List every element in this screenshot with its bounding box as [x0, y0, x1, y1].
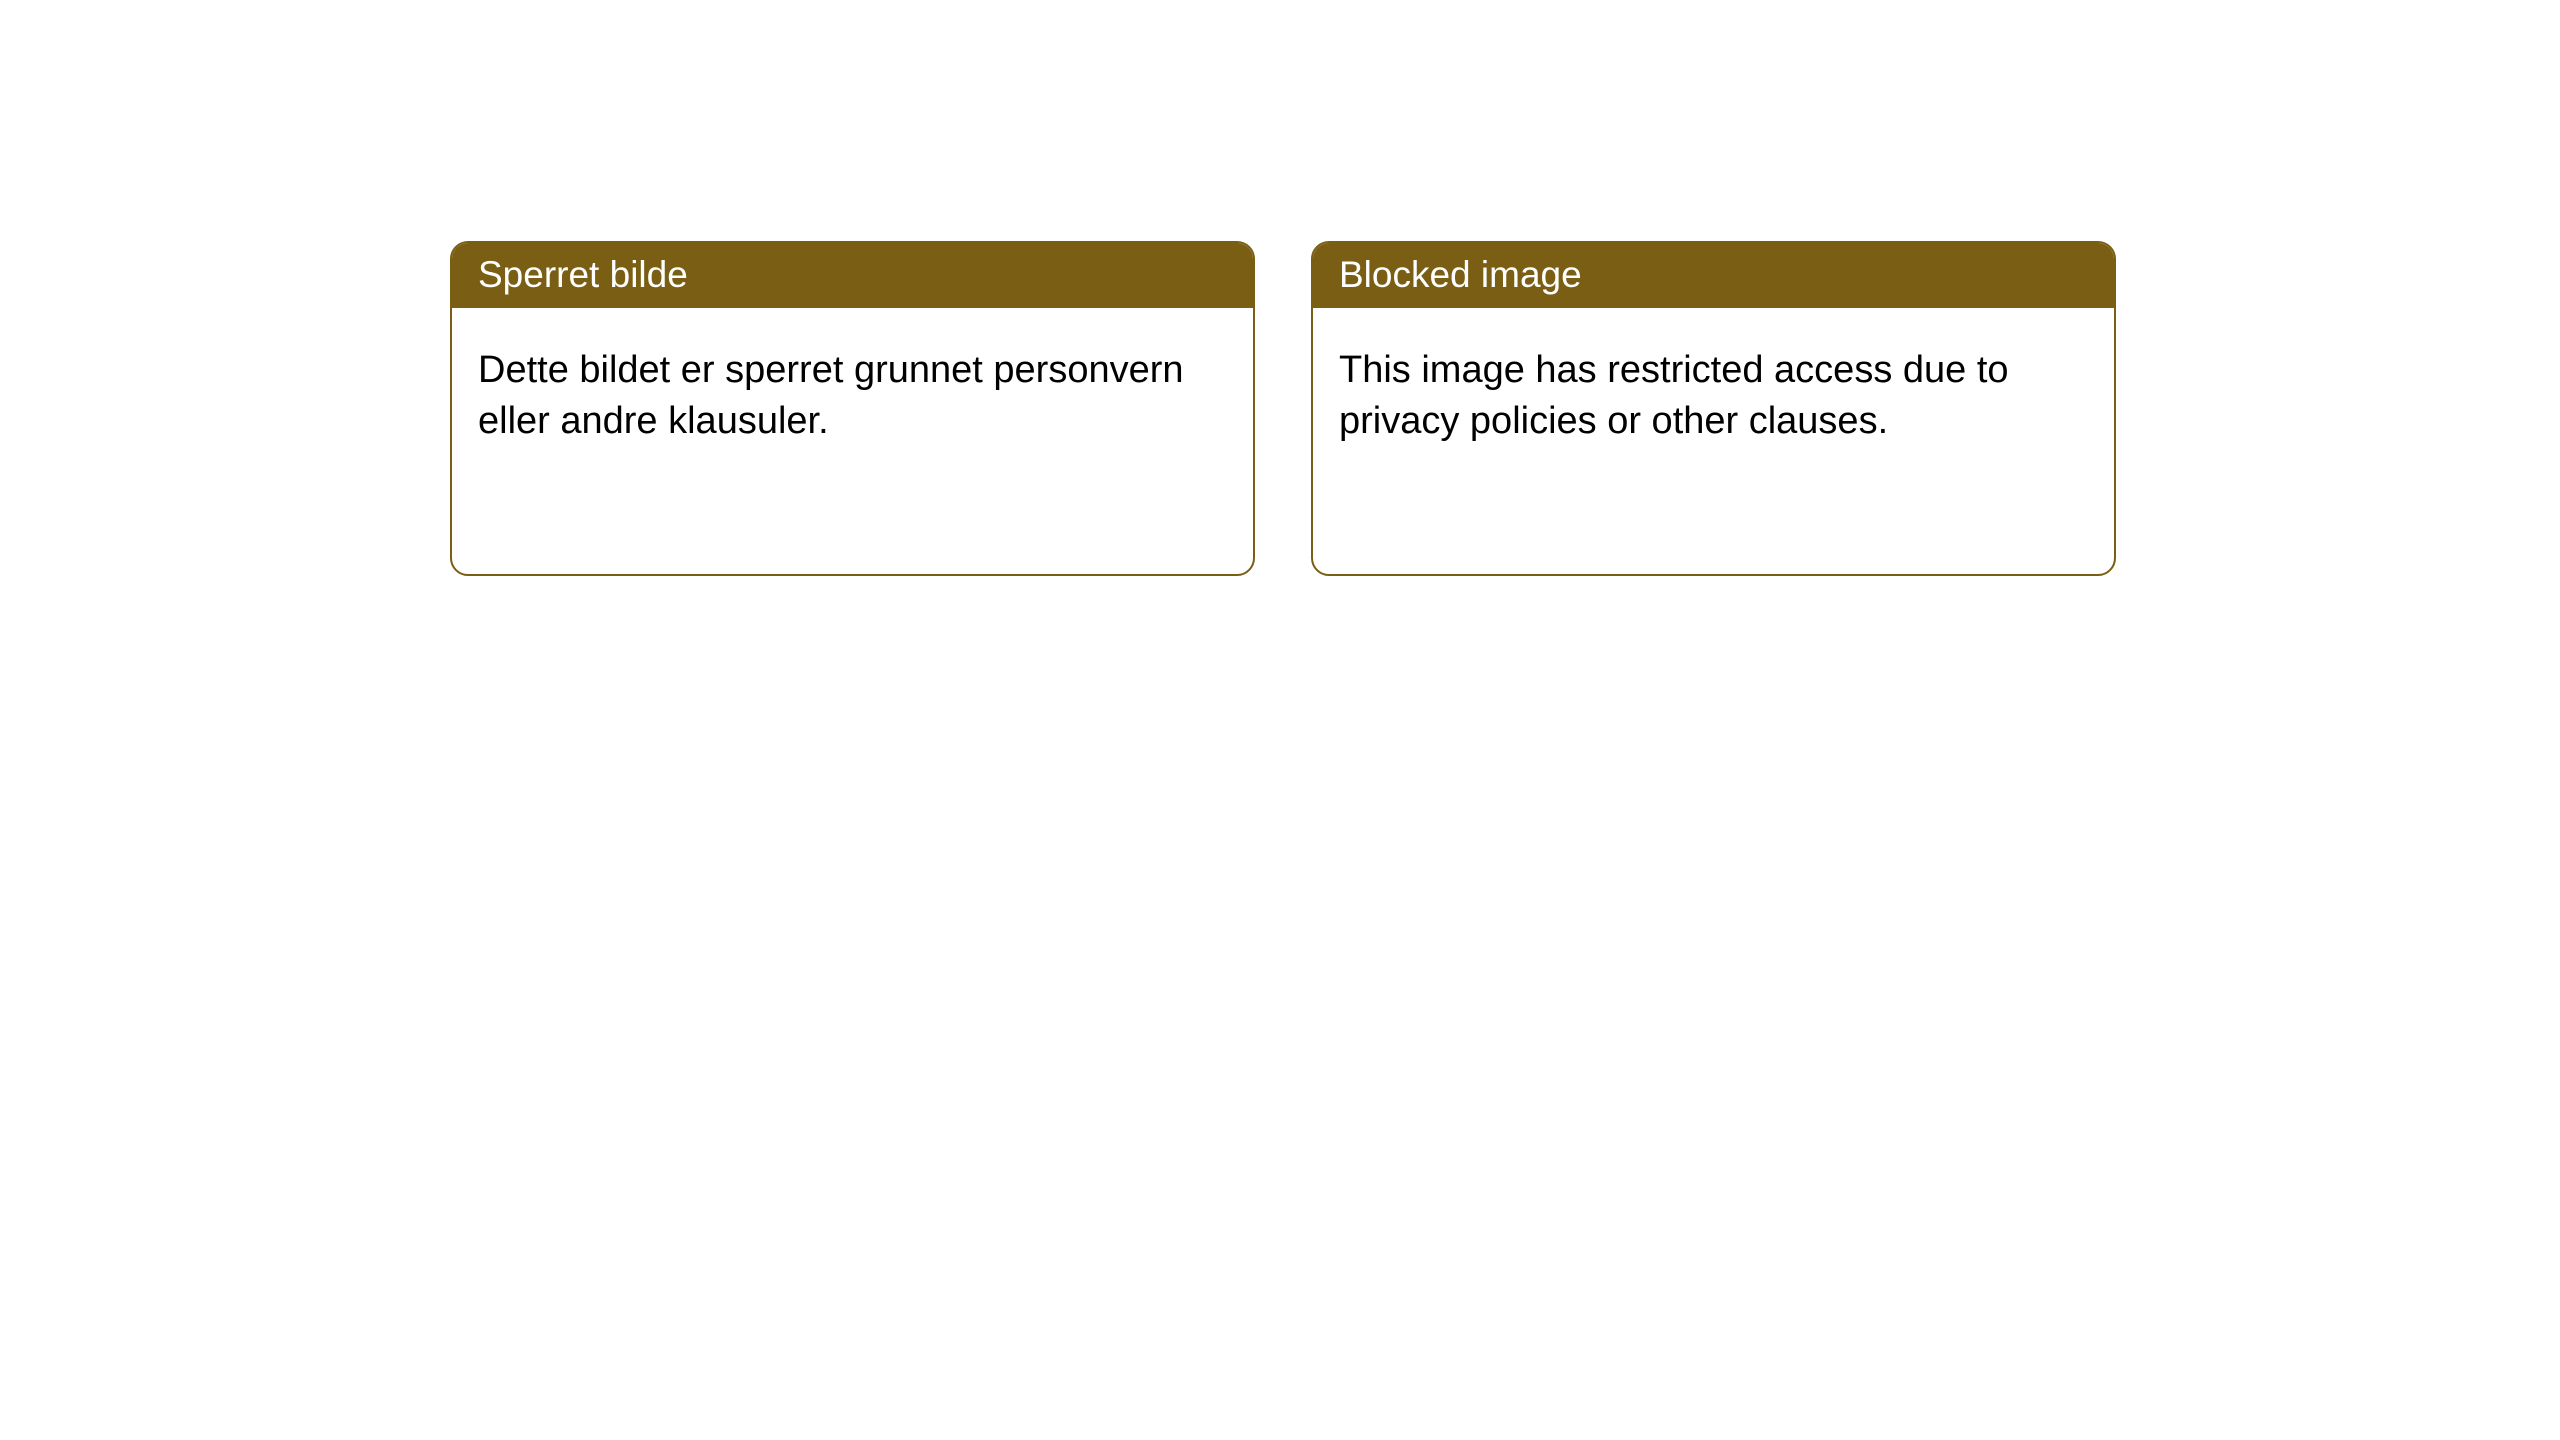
- notice-title: Sperret bilde: [452, 243, 1253, 308]
- notice-card-norwegian: Sperret bilde Dette bildet er sperret gr…: [450, 241, 1255, 576]
- notice-card-english: Blocked image This image has restricted …: [1311, 241, 2116, 576]
- notice-body: This image has restricted access due to …: [1313, 308, 2114, 474]
- notice-body: Dette bildet er sperret grunnet personve…: [452, 308, 1253, 474]
- notice-title: Blocked image: [1313, 243, 2114, 308]
- notice-container: Sperret bilde Dette bildet er sperret gr…: [0, 0, 2560, 576]
